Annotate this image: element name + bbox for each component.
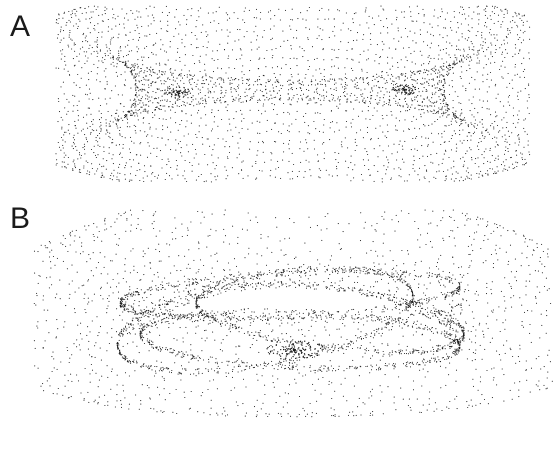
- panel-label-b: B: [10, 202, 31, 235]
- panel-label-a: A: [10, 10, 31, 43]
- panel-a-torus-point-cloud: [55, 5, 531, 183]
- panel-b-distorted-torus-point-cloud: [33, 209, 553, 418]
